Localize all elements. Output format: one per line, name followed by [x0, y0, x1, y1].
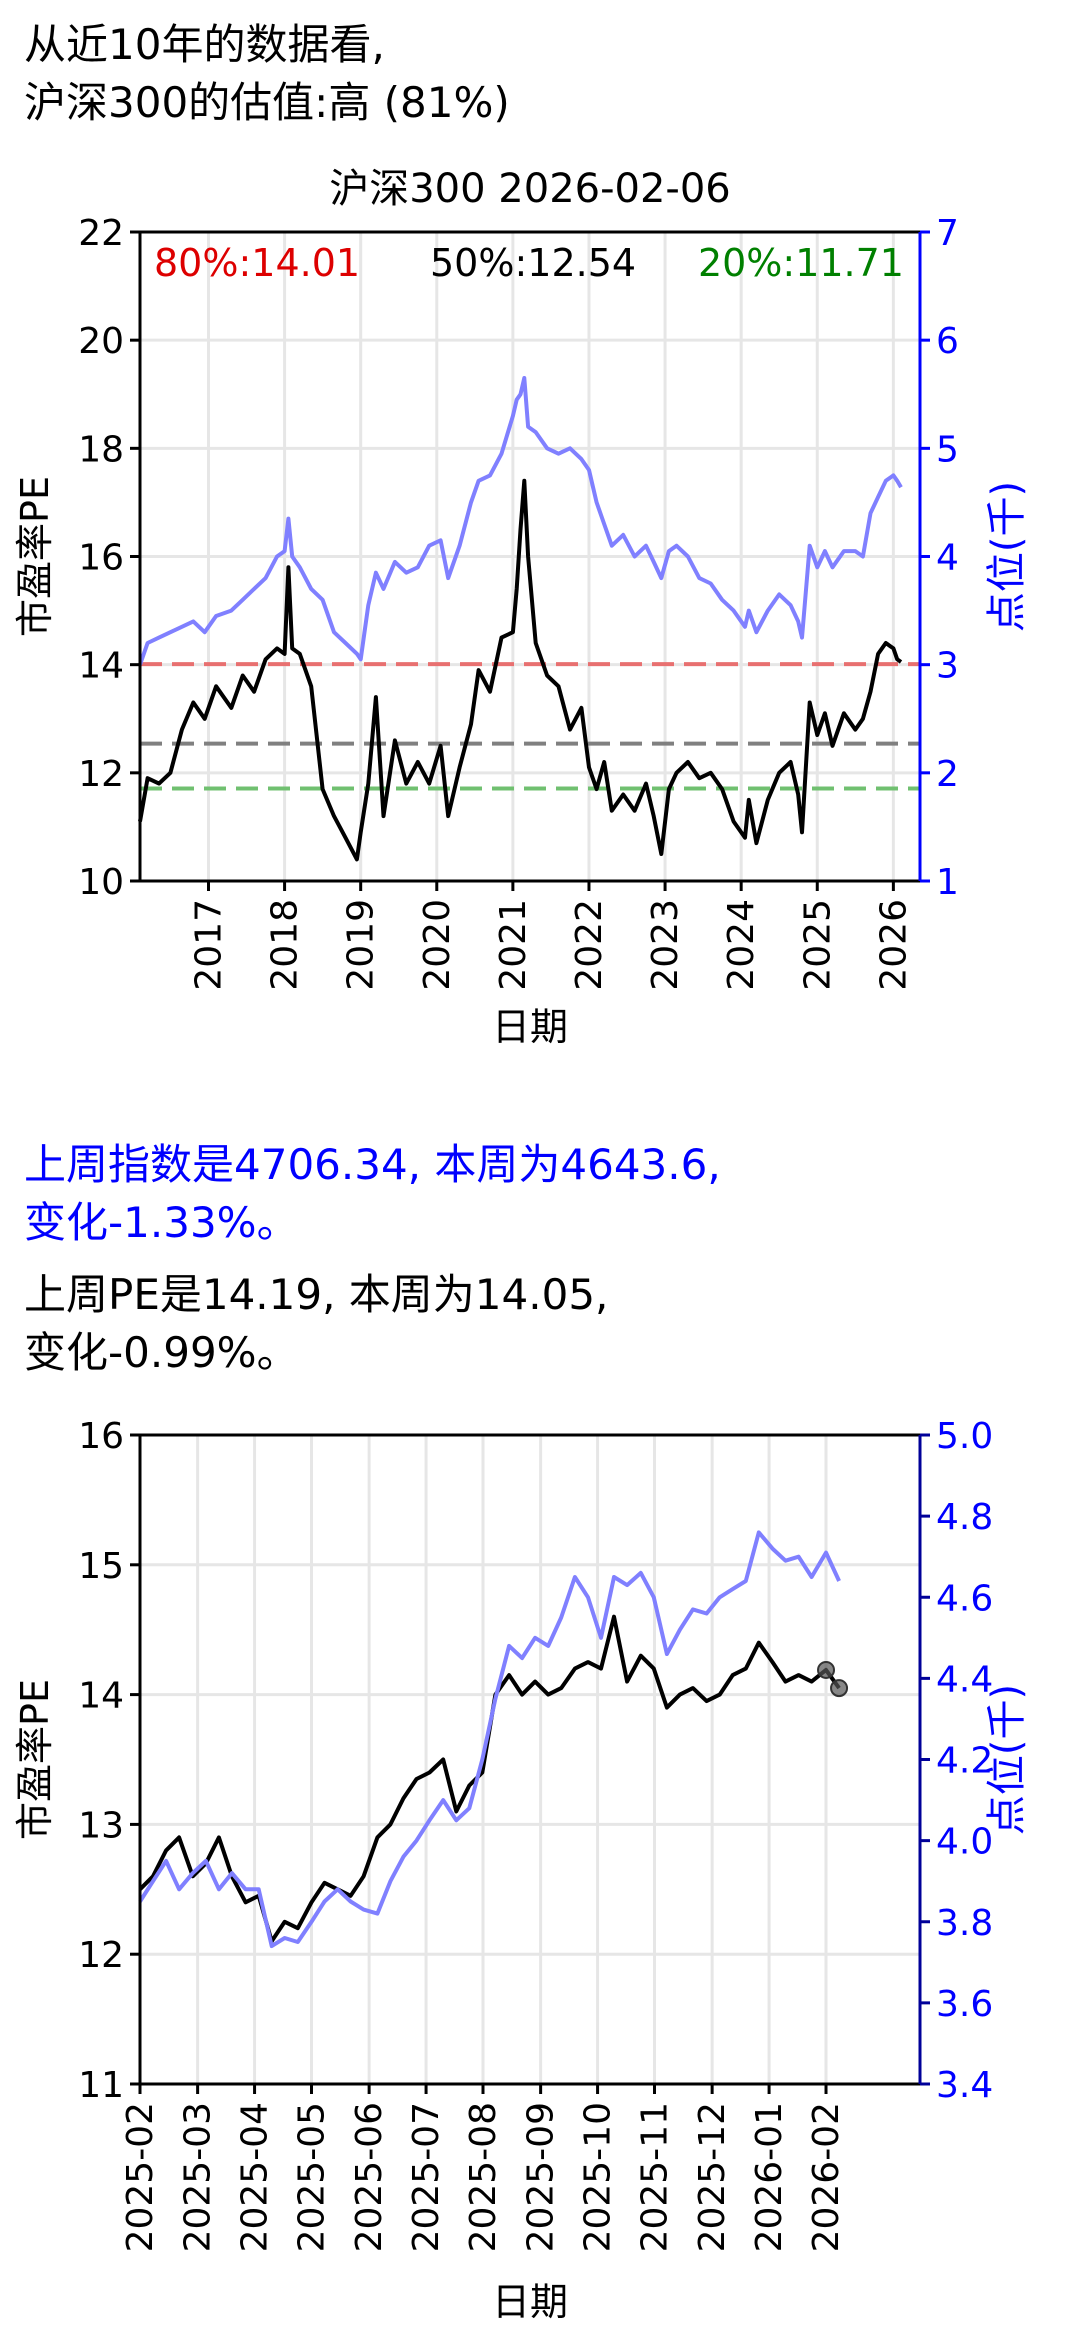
- y2-axis-label: 点位(千): [984, 1684, 1030, 1835]
- y-tick-label: 12: [78, 1935, 124, 1976]
- y-tick-label: 20: [78, 321, 124, 362]
- y2-tick-label: 7: [936, 213, 959, 254]
- x-tick-label: 2024: [721, 899, 762, 991]
- index-change-line-1: 上周指数是4706.34, 本周为4643.6,: [24, 1140, 721, 1189]
- y2-tick-label: 5: [936, 429, 959, 470]
- x-tick-label: 2026: [873, 899, 914, 991]
- y2-tick-label: 3.8: [936, 1903, 993, 1944]
- x-tick-label: 2023: [645, 899, 686, 991]
- latest-point-marker: [830, 1679, 849, 1698]
- y-tick-label: 15: [78, 1546, 124, 1587]
- y2-tick-label: 4.6: [936, 1578, 993, 1619]
- y-tick-label: 10: [78, 862, 124, 903]
- index-series-line: [138, 376, 903, 666]
- y-tick-label: 11: [78, 2065, 124, 2106]
- pe-series-line: [138, 478, 903, 862]
- pe-series-line: [138, 1614, 841, 1944]
- latest-point-marker: [817, 1660, 836, 1679]
- chart-title: 沪深300 2026-02-06: [329, 166, 731, 212]
- pe-index-10y-chart: 80%:14.01 50%:12.54 20%:11.711012141618202…: [13, 166, 1030, 1049]
- x-tick-label: 2018: [265, 899, 306, 991]
- y-tick-label: 14: [78, 1676, 124, 1717]
- x-tick-label: 2020: [417, 899, 458, 991]
- x-tick-label: 2026-01: [749, 2102, 790, 2252]
- y2-tick-label: 3.4: [936, 2065, 993, 2106]
- x-tick-label: 2019: [341, 899, 382, 991]
- y2-tick-label: 4: [936, 538, 959, 579]
- x-axis-label: 日期: [492, 2280, 568, 2324]
- x-tick-label: 2017: [188, 899, 229, 991]
- x-tick-label: 2022: [569, 899, 610, 991]
- x-tick-label: 2025-06: [349, 2102, 390, 2252]
- x-tick-label: 2025-05: [292, 2102, 333, 2252]
- x-tick-label: 2025-08: [463, 2102, 504, 2252]
- conclusion-line-1: 从近10年的数据看,: [24, 20, 385, 69]
- x-tick-label: 2025-03: [178, 2102, 219, 2252]
- conclusion-line-2: 沪深300的估值:高 (81%): [24, 78, 510, 127]
- y2-tick-label: 4.2: [936, 1741, 993, 1782]
- x-tick-label: 2025-11: [635, 2102, 676, 2252]
- x-tick-label: 2025-02: [120, 2102, 161, 2252]
- y-axis-label: 市盈率PE: [13, 476, 57, 637]
- index-change-line-2: 变化-1.33%。: [24, 1198, 299, 1247]
- x-axis-label: 日期: [492, 1005, 568, 1049]
- x-tick-label: 2025-09: [521, 2102, 562, 2252]
- x-tick-label: 2025-10: [578, 2102, 619, 2252]
- x-tick-label: 2025: [797, 899, 838, 991]
- pe-change-line-1: 上周PE是14.19, 本周为14.05,: [24, 1270, 609, 1319]
- y2-tick-label: 6: [936, 321, 959, 362]
- reference-label: 50%:12.54: [430, 241, 636, 285]
- x-tick-label: 2025-04: [235, 2102, 276, 2252]
- x-tick-label: 2026-02: [806, 2102, 847, 2252]
- y2-tick-label: 1: [936, 862, 959, 903]
- y2-tick-label: 4.4: [936, 1659, 993, 1700]
- x-tick-label: 2025-07: [406, 2102, 447, 2252]
- y-tick-label: 13: [78, 1805, 124, 1846]
- y2-tick-label: 4.0: [936, 1822, 993, 1863]
- y-tick-label: 22: [78, 213, 124, 254]
- y2-tick-label: 5.0: [936, 1416, 993, 1457]
- index-series-line: [138, 1530, 841, 1949]
- y-tick-label: 16: [78, 1416, 124, 1457]
- y-tick-label: 18: [78, 429, 124, 470]
- y2-tick-label: 3.6: [936, 1984, 993, 2025]
- y-tick-label: 16: [78, 538, 124, 579]
- y2-axis-label: 点位(千): [984, 481, 1030, 632]
- x-tick-label: 2025-12: [692, 2102, 733, 2252]
- pe-index-1y-chart: 11 12 13 14 15 16 3.4 3.6 3.8 4.0 4.2 4.4 4.6 4.8 5.0 2…: [13, 1416, 1030, 2324]
- y-axis-label: 市盈率PE: [13, 1679, 57, 1840]
- pe-change-line-2: 变化-0.99%。: [24, 1328, 299, 1377]
- y-tick-label: 14: [78, 646, 124, 687]
- reference-label: 80%:14.01: [154, 241, 360, 285]
- y2-tick-label: 2: [936, 754, 959, 795]
- y2-tick-label: 4.8: [936, 1497, 993, 1538]
- x-tick-label: 2021: [493, 899, 534, 991]
- y-tick-label: 12: [78, 754, 124, 795]
- y2-tick-label: 3: [936, 646, 959, 687]
- reference-label: 20%:11.71: [698, 241, 904, 285]
